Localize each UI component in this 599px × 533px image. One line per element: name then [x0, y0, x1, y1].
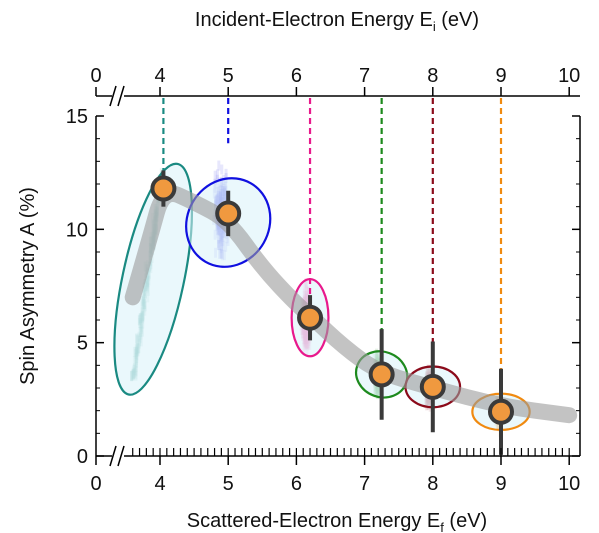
y-axis-title: Spin Asymmetry A (%) — [17, 187, 39, 385]
bottom-axis-title-main: Scattered-Electron Energy E — [187, 510, 440, 532]
data-point-9 — [488, 398, 514, 425]
y-tick-label: 15 — [66, 106, 88, 128]
top-axis-break-gap — [112, 88, 124, 104]
top-axis-title-main: Incident-Electron Energy E — [195, 9, 433, 31]
cloud-mark — [224, 168, 228, 179]
cloud-mark — [215, 174, 219, 185]
data-point-8 — [419, 373, 446, 400]
x-tick-label-bottom: 8 — [427, 473, 438, 495]
x-tick-label-bottom: 5 — [223, 473, 234, 495]
x-tick-label-bottom: 9 — [495, 473, 506, 495]
x-tick-label-top: 6 — [291, 65, 302, 87]
cloud-mark — [215, 169, 219, 180]
cloud-mark — [213, 170, 217, 181]
x-tick-label-bottom: 4 — [154, 473, 165, 495]
bottom-axis-title-unit: (eV) — [444, 510, 487, 532]
x-tick-label-top: 5 — [223, 65, 234, 87]
data-point-7.25 — [368, 361, 395, 388]
x-tick-label-top: 10 — [558, 65, 580, 87]
x-tick-label-top: 8 — [427, 65, 438, 87]
axis-break-mark — [109, 85, 117, 107]
y-tick-label: 10 — [66, 219, 88, 241]
bottom-axis-title: Scattered-Electron Energy Ef (eV) — [187, 510, 487, 533]
top-axis-title-subscript: i — [433, 19, 436, 34]
x-tick-label-top: 9 — [495, 65, 506, 87]
cloud-mark — [217, 160, 221, 171]
bottom-axis-break-gap — [112, 448, 124, 464]
axis-break-mark — [117, 85, 125, 107]
x-tick-label-bottom: 7 — [359, 473, 370, 495]
top-axis-title-unit: (eV) — [436, 9, 479, 31]
x-tick-label-bottom: 0 — [90, 473, 101, 495]
axis-break-mark — [117, 445, 125, 467]
uncertainty-ellipse-4.05 — [113, 162, 194, 396]
data-point-4.05 — [150, 175, 177, 202]
incident-energy-markers-layer — [162, 98, 503, 399]
bottom-axis-title-subscript: f — [440, 520, 444, 533]
axis-break-mark — [109, 445, 117, 467]
x-tick-label-top: 0 — [90, 65, 101, 87]
cloud-mark — [220, 164, 224, 175]
x-tick-label-bottom: 6 — [291, 473, 302, 495]
data-points-layer — [150, 175, 514, 425]
top-axis-title: Incident-Electron Energy Ei (eV) — [195, 9, 479, 34]
x-tick-label-bottom: 10 — [558, 473, 580, 495]
y-tick-label: 5 — [77, 333, 88, 355]
data-point-6.2 — [297, 304, 324, 331]
x-tick-label-top: 7 — [359, 65, 370, 87]
x-tick-label-top: 4 — [154, 65, 165, 87]
axes-layer — [95, 85, 581, 467]
y-tick-label: 0 — [77, 446, 88, 468]
data-point-5 — [215, 200, 242, 227]
